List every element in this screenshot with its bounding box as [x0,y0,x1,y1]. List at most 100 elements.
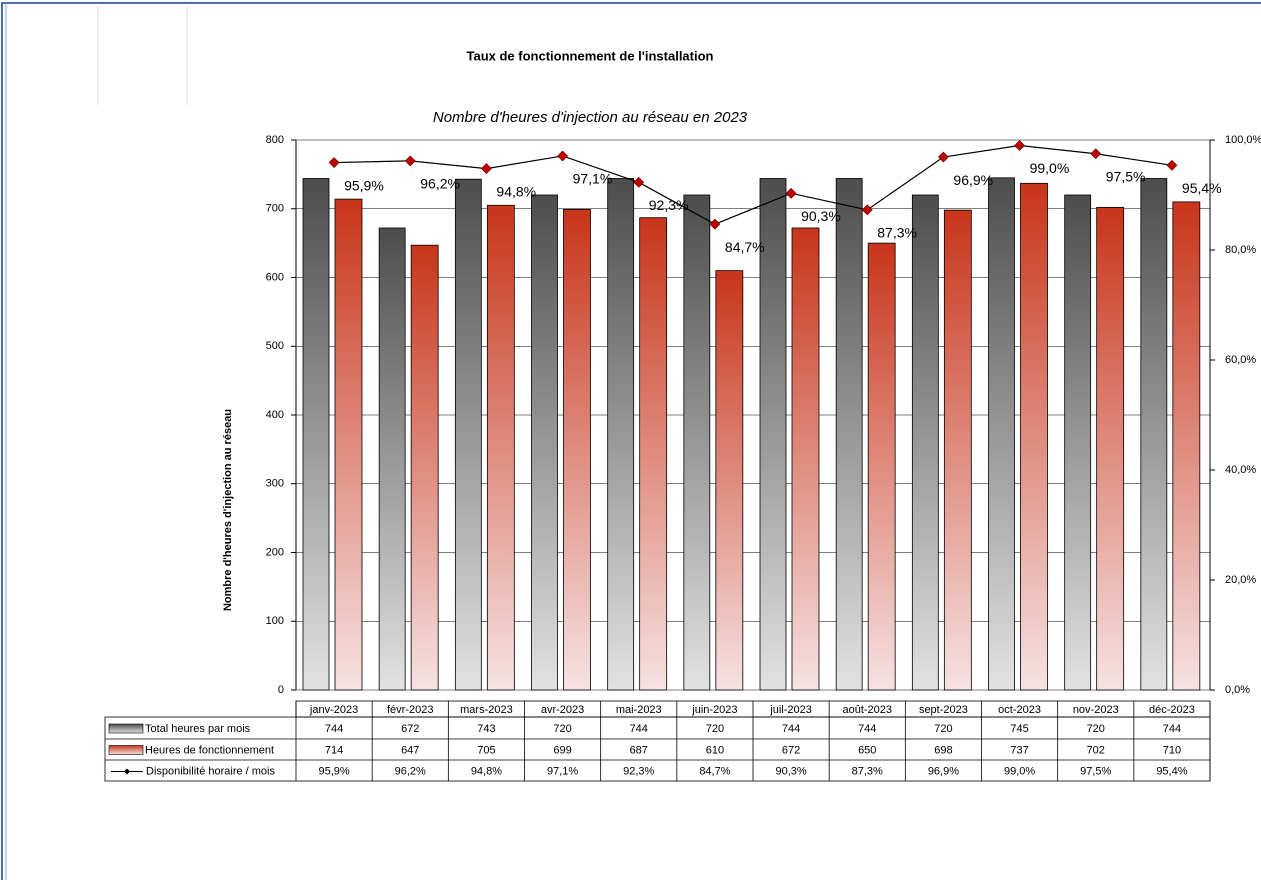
y-tick-label: 0 [278,684,284,696]
bar [486,204,515,691]
legend-swatch [108,745,144,755]
x-tick-label: nov-2023 [1073,704,1119,716]
marker [709,218,721,230]
y2-tick-label: 80,0% [1225,244,1256,256]
y-axis-label: Nombre d'heures d'injection au réseau [222,409,234,611]
bar [867,242,896,691]
data-label: 96,9% [953,172,993,188]
marker [633,176,645,188]
bar [1064,194,1092,691]
x-tick-label: sept-2023 [919,704,968,716]
bar [410,244,439,691]
table-cell: 96,2% [395,765,426,777]
bar [683,194,711,691]
table-cell: 720 [553,723,571,735]
bar [302,178,330,691]
table-cell: 710 [1163,744,1181,756]
table-cell: 745 [1010,723,1028,735]
x-tick-label: août-2023 [842,704,892,716]
table-cell: 95,9% [318,765,349,777]
legend-label: Total heures par mois [145,723,251,735]
marker [937,151,949,163]
bar [911,194,939,691]
data-label: 87,3% [877,225,917,241]
table-cell: 650 [858,744,876,756]
data-label: 95,9% [344,177,384,193]
chart-title: Taux de fonctionnement de l'installation [467,48,714,63]
bar [639,217,668,691]
marker [404,155,416,167]
marker [861,204,873,216]
table-cell: 744 [1163,723,1181,735]
table-cell: 720 [706,723,724,735]
marker [1166,159,1178,171]
table-cell: 84,7% [699,765,730,777]
y2-tick-label: 20,0% [1225,574,1256,586]
legend-swatch [108,723,144,734]
bar [563,209,591,691]
bar [607,178,635,691]
table-cell: 672 [782,744,800,756]
table-cell: 92,3% [623,765,654,777]
data-label: 94,8% [496,183,536,199]
data-label: 84,7% [725,239,765,255]
line [334,144,1173,225]
table-cell: 687 [630,744,648,756]
bar [835,178,863,691]
table-cell: 647 [401,744,419,756]
table-cell: 94,8% [471,765,502,777]
bar [943,209,972,691]
data-label: 96,2% [420,176,460,192]
table-cell: 97,5% [1080,765,1111,777]
table-cell: 714 [325,744,343,756]
x-tick-label: mai-2023 [616,704,662,716]
y-tick-label: 500 [266,340,284,352]
bar [759,178,787,691]
bar [1140,178,1168,691]
bar [1172,201,1201,691]
y2-tick-label: 40,0% [1225,464,1256,476]
y2-tick-label: 60,0% [1225,354,1256,366]
table-cell: 720 [1087,723,1105,735]
table-cell: 95,4% [1156,765,1187,777]
data-label: 97,1% [573,171,613,187]
y-tick-label: 400 [266,409,284,421]
table-cell: 90,3% [775,765,806,777]
legend-label: Heures de fonctionnement [145,744,274,756]
table-cell: 744 [858,723,876,735]
table-cell: 99,0% [1004,765,1035,777]
data-label: 95,4% [1182,180,1222,196]
bar [988,177,1015,691]
y2-tick-label: 0,0% [1225,684,1250,696]
table-cell: 720 [934,723,952,735]
x-tick-label: janv-2023 [309,704,358,716]
x-tick-label: déc-2023 [1149,704,1195,716]
marker [557,150,569,162]
data-label: 92,3% [649,197,689,213]
x-tick-label: avr-2023 [541,704,584,716]
table-cell: 87,3% [852,765,883,777]
y-tick-label: 100 [266,615,284,627]
bar [334,198,363,691]
y-tick-label: 800 [266,134,284,146]
chart-subtitle: Nombre d'heures d'injection au réseau en… [433,109,748,126]
data-label: 99,0% [1030,160,1070,176]
table-cell: 702 [1087,744,1105,756]
data-label: 97,5% [1106,168,1146,184]
marker [1014,140,1026,151]
x-tick-label: mars-2023 [460,704,513,716]
table-cell: 610 [706,744,724,756]
table-cell: 699 [553,744,571,756]
table-cell: 97,1% [547,765,578,777]
table-cell: 744 [782,723,800,735]
bar [791,227,820,691]
legend-swatch [124,768,130,775]
x-tick-label: juil-2023 [769,704,812,716]
table-cell: 96,9% [928,765,959,777]
x-tick-label: oct-2023 [998,704,1041,716]
bar [454,178,482,691]
bar [715,270,744,691]
table-cell: 672 [401,723,419,735]
marker [1090,148,1102,160]
